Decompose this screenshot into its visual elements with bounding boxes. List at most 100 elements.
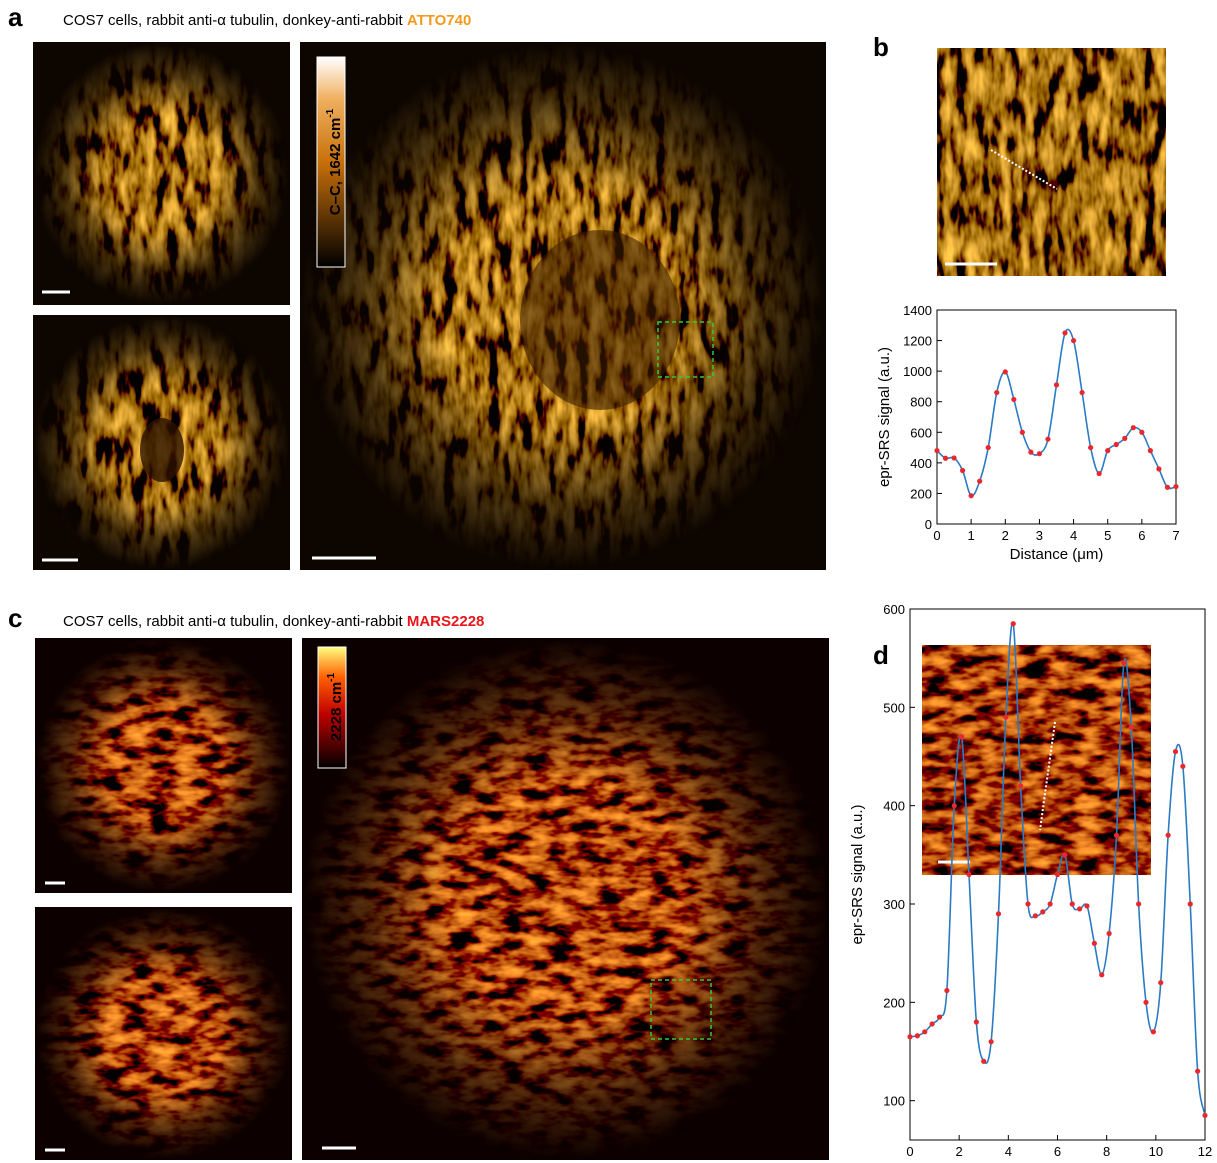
data-point <box>1165 485 1170 490</box>
figure: a COS7 cells, rabbit anti-α tubulin, don… <box>0 0 1217 1163</box>
colorbar-text: C–C, 1642 cm <box>327 118 344 216</box>
y-axis-title: epr-SRS signal (a.u.) <box>849 804 866 944</box>
colorbar-sup: -1 <box>325 108 336 117</box>
data-point <box>1037 451 1042 456</box>
panel-label: a <box>8 2 23 32</box>
y-tick-label: 0 <box>925 517 932 532</box>
data-point <box>1003 369 1008 374</box>
micrograph <box>35 638 829 1160</box>
data-point <box>1048 901 1053 906</box>
data-point <box>1139 430 1144 435</box>
y-tick-label: 1200 <box>903 334 932 349</box>
data-point <box>1097 471 1102 476</box>
x-tick-label: 4 <box>1070 528 1077 543</box>
data-point <box>1173 484 1178 489</box>
data-point <box>937 1014 942 1019</box>
x-tick-label: 4 <box>1005 1144 1012 1159</box>
data-point <box>960 468 965 473</box>
data-point <box>1084 903 1089 908</box>
y-tick-label: 1000 <box>903 364 932 379</box>
x-axis-title: Distance (μm) <box>1010 546 1104 563</box>
x-tick-label: 12 <box>1198 1144 1212 1159</box>
data-point <box>1011 397 1016 402</box>
y-tick-label: 300 <box>883 897 905 912</box>
data-point <box>1055 872 1060 877</box>
data-point <box>996 911 1001 916</box>
data-point <box>1062 330 1067 335</box>
y-axis-title: epr-SRS signal (a.u.) <box>876 347 893 487</box>
x-tick-label: 0 <box>906 1144 913 1159</box>
x-tick-label: 6 <box>1138 528 1145 543</box>
panel-caption: COS7 cells, rabbit anti-α tubulin, donke… <box>63 12 471 29</box>
data-point <box>1105 448 1110 453</box>
data-point <box>1070 901 1075 906</box>
data-point <box>1143 1000 1148 1005</box>
y-tick-label: 400 <box>910 456 932 471</box>
data-point <box>1020 430 1025 435</box>
y-tick-label: 200 <box>883 995 905 1010</box>
data-point <box>986 445 991 450</box>
panel-caption: COS7 cells, rabbit anti-α tubulin, donke… <box>63 613 484 630</box>
y-tick-label: 600 <box>910 425 932 440</box>
y-tick-label: 100 <box>883 1094 905 1109</box>
data-point <box>930 1021 935 1026</box>
y-tick-label: 400 <box>883 799 905 814</box>
page: a COS7 cells, rabbit anti-α tubulin, don… <box>0 0 1217 1163</box>
colorbar-text: 2228 cm <box>328 682 345 741</box>
plot-frame <box>937 310 1176 524</box>
data-point <box>1195 1069 1200 1074</box>
data-point <box>1028 450 1033 455</box>
y-tick-label: 600 <box>883 602 905 617</box>
data-point <box>934 448 939 453</box>
data-point <box>1180 764 1185 769</box>
panel-label: c <box>8 603 22 633</box>
data-point <box>969 493 974 498</box>
data-point <box>944 988 949 993</box>
data-point <box>1071 338 1076 343</box>
data-point <box>1158 980 1163 985</box>
data-point <box>1121 660 1126 665</box>
data-point <box>1045 437 1050 442</box>
data-point <box>943 456 948 461</box>
y-tick-label: 200 <box>910 486 932 501</box>
data-point <box>951 455 956 460</box>
micrograph <box>937 48 1166 276</box>
data-point <box>1033 913 1038 918</box>
data-point <box>1148 448 1153 453</box>
y-tick-label: 500 <box>883 700 905 715</box>
data-point <box>959 734 964 739</box>
y-tick-label: 800 <box>910 395 932 410</box>
data-point <box>915 1033 920 1038</box>
data-point <box>1025 901 1030 906</box>
x-tick-label: 6 <box>1054 1144 1061 1159</box>
data-point <box>1114 442 1119 447</box>
x-tick-label: 3 <box>1036 528 1043 543</box>
data-point <box>1011 621 1016 626</box>
data-point <box>1202 1113 1207 1118</box>
data-point <box>1136 901 1141 906</box>
data-point <box>989 1039 994 1044</box>
data-point <box>1088 445 1093 450</box>
data-point <box>1018 783 1023 788</box>
data-point <box>981 1059 986 1064</box>
data-point <box>1003 715 1008 720</box>
data-point <box>907 1034 912 1039</box>
data-point <box>974 1019 979 1024</box>
data-point <box>994 390 999 395</box>
data-point <box>1131 425 1136 430</box>
data-point <box>1054 382 1059 387</box>
data-point <box>1077 906 1082 911</box>
data-point <box>1040 909 1045 914</box>
x-tick-label: 7 <box>1172 528 1179 543</box>
data-point <box>1151 1029 1156 1034</box>
data-point <box>922 1029 927 1034</box>
x-tick-label: 1 <box>968 528 975 543</box>
data-point <box>1099 972 1104 977</box>
x-tick-label: 5 <box>1104 528 1111 543</box>
dye-name: ATTO740 <box>407 12 471 29</box>
micrograph <box>33 42 826 570</box>
data-point <box>1080 390 1085 395</box>
colorbar-sup: -1 <box>326 673 337 682</box>
data-point <box>1107 931 1112 936</box>
colorbar-label: 2228 cm-1 <box>326 673 345 742</box>
